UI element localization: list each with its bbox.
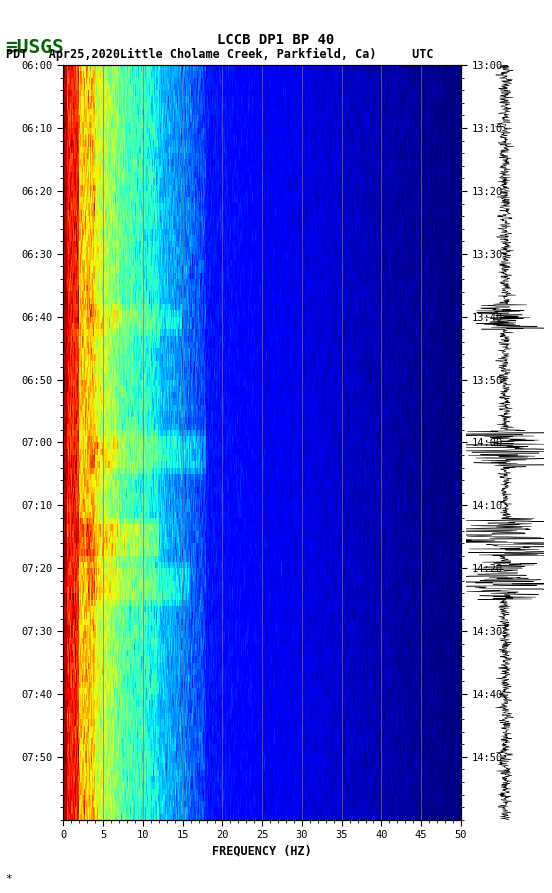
Text: PDT   Apr25,2020Little Cholame Creek, Parkfield, Ca)     UTC: PDT Apr25,2020Little Cholame Creek, Park…	[6, 48, 433, 62]
Text: *: *	[6, 874, 12, 884]
X-axis label: FREQUENCY (HZ): FREQUENCY (HZ)	[213, 845, 312, 857]
Text: LCCB DP1 BP 40: LCCB DP1 BP 40	[217, 33, 335, 47]
Text: ≡USGS: ≡USGS	[6, 38, 64, 57]
